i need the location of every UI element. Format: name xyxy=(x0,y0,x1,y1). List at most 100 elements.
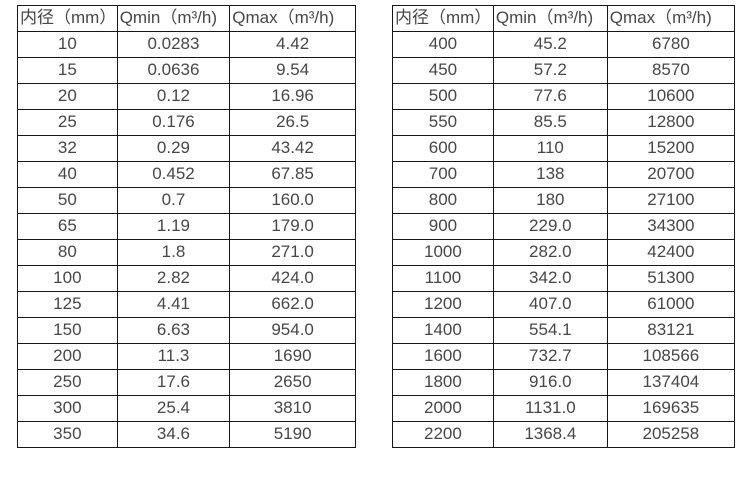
cell-qmax: 271.0 xyxy=(229,239,356,266)
cell-qmin: 138 xyxy=(492,161,608,188)
cell-diameter: 15 xyxy=(17,57,118,84)
column-header-qmax: Qmax（m³/h) xyxy=(229,5,356,32)
cell-qmin: 0.0283 xyxy=(116,31,231,58)
cell-diameter: 1200 xyxy=(392,291,494,318)
table-body: 400 45.2 6780 450 57.2 8570 500 77.6 10600 550 85.… xyxy=(392,31,736,448)
cell-qmin: 77.6 xyxy=(492,83,608,110)
cell-qmin: 554.1 xyxy=(492,317,608,344)
cell-qmin: 45.2 xyxy=(492,31,608,58)
table-row: 1000 282.0 42400 xyxy=(392,239,736,266)
table-row: 200 11.3 1690 xyxy=(17,343,356,370)
cell-qmin: 17.6 xyxy=(116,369,231,396)
cell-diameter: 1400 xyxy=(392,317,494,344)
cell-diameter: 200 xyxy=(17,343,118,370)
cell-qmax: 424.0 xyxy=(229,265,356,292)
cell-qmin: 180 xyxy=(492,187,608,214)
cell-qmax: 61000 xyxy=(606,291,736,318)
column-header-qmax: Qmax（m³/h) xyxy=(606,5,736,32)
cell-diameter: 1000 xyxy=(392,239,494,266)
table-row: 125 4.41 662.0 xyxy=(17,291,356,318)
cell-qmin: 916.0 xyxy=(492,369,608,396)
cell-qmax: 20700 xyxy=(606,161,736,188)
table-row: 550 85.5 12800 xyxy=(392,109,736,136)
cell-qmin: 85.5 xyxy=(492,109,608,136)
cell-qmax: 12800 xyxy=(606,109,736,136)
cell-qmax: 27100 xyxy=(606,187,736,214)
table-row: 65 1.19 179.0 xyxy=(17,213,356,240)
table-row: 80 1.8 271.0 xyxy=(17,239,356,266)
table-row: 150 6.63 954.0 xyxy=(17,317,356,344)
tables-wrap: 内径（mm） Qmin（m³/h) Qmax（m³/h) 10 0.0283 4.42 1… xyxy=(17,5,736,448)
cell-qmin: 0.7 xyxy=(116,187,231,214)
cell-diameter: 1800 xyxy=(392,369,494,396)
cell-qmax: 160.0 xyxy=(229,187,356,214)
cell-diameter: 100 xyxy=(17,265,118,292)
cell-qmin: 1368.4 xyxy=(492,421,608,448)
cell-qmax: 16.96 xyxy=(229,83,356,110)
cell-qmax: 108566 xyxy=(606,343,736,370)
table-row: 350 34.6 5190 xyxy=(17,421,356,448)
cell-qmin: 11.3 xyxy=(116,343,231,370)
cell-qmin: 732.7 xyxy=(492,343,608,370)
cell-qmax: 6780 xyxy=(606,31,736,58)
table-row: 50 0.7 160.0 xyxy=(17,187,356,214)
cell-qmin: 4.41 xyxy=(116,291,231,318)
cell-qmin: 2.82 xyxy=(116,265,231,292)
cell-qmax: 34300 xyxy=(606,213,736,240)
cell-diameter: 32 xyxy=(17,135,118,162)
cell-diameter: 250 xyxy=(17,369,118,396)
cell-qmax: 205258 xyxy=(606,421,736,448)
table-row: 450 57.2 8570 xyxy=(392,57,736,84)
table-row: 2200 1368.4 205258 xyxy=(392,421,736,448)
cell-qmin: 1.19 xyxy=(116,213,231,240)
cell-qmax: 15200 xyxy=(606,135,736,162)
table-row: 800 180 27100 xyxy=(392,187,736,214)
flow-range-table-small-diameters: 内径（mm） Qmin（m³/h) Qmax（m³/h) 10 0.0283 4.42 1… xyxy=(17,5,356,448)
cell-qmin: 1131.0 xyxy=(492,395,608,422)
table-row: 10 0.0283 4.42 xyxy=(17,31,356,58)
cell-qmin: 342.0 xyxy=(492,265,608,292)
cell-qmin: 1.8 xyxy=(116,239,231,266)
cell-qmin: 229.0 xyxy=(492,213,608,240)
cell-qmin: 34.6 xyxy=(116,421,231,448)
cell-qmax: 1690 xyxy=(229,343,356,370)
table-row: 600 110 15200 xyxy=(392,135,736,162)
cell-qmax: 10600 xyxy=(606,83,736,110)
table-row: 500 77.6 10600 xyxy=(392,83,736,110)
cell-qmax: 83121 xyxy=(606,317,736,344)
table-header: 内径（mm） Qmin（m³/h) Qmax（m³/h) xyxy=(17,5,356,32)
table-row: 400 45.2 6780 xyxy=(392,31,736,58)
cell-diameter: 25 xyxy=(17,109,118,136)
cell-diameter: 2000 xyxy=(392,395,494,422)
cell-diameter: 80 xyxy=(17,239,118,266)
cell-qmin: 0.0636 xyxy=(116,57,231,84)
table-body: 10 0.0283 4.42 15 0.0636 9.54 20 0.12 16.96 25 0.1… xyxy=(17,31,356,448)
cell-diameter: 400 xyxy=(392,31,494,58)
cell-diameter: 350 xyxy=(17,421,118,448)
cell-qmax: 5190 xyxy=(229,421,356,448)
column-header-qmin: Qmin（m³/h) xyxy=(116,5,231,32)
cell-diameter: 800 xyxy=(392,187,494,214)
cell-diameter: 20 xyxy=(17,83,118,110)
cell-qmin: 0.452 xyxy=(116,161,231,188)
table-row: 20 0.12 16.96 xyxy=(17,83,356,110)
cell-diameter: 600 xyxy=(392,135,494,162)
header-row: 内径（mm） Qmin（m³/h) Qmax（m³/h) xyxy=(392,5,736,32)
cell-qmin: 0.29 xyxy=(116,135,231,162)
table-row: 100 2.82 424.0 xyxy=(17,265,356,292)
table-header: 内径（mm） Qmin（m³/h) Qmax（m³/h) xyxy=(392,5,736,32)
cell-qmax: 954.0 xyxy=(229,317,356,344)
cell-qmax: 137404 xyxy=(606,369,736,396)
cell-diameter: 900 xyxy=(392,213,494,240)
cell-diameter: 50 xyxy=(17,187,118,214)
cell-qmin: 110 xyxy=(492,135,608,162)
table-row: 900 229.0 34300 xyxy=(392,213,736,240)
table-row: 1600 732.7 108566 xyxy=(392,343,736,370)
cell-diameter: 150 xyxy=(17,317,118,344)
table-row: 1800 916.0 137404 xyxy=(392,369,736,396)
column-header-diameter: 内径（mm） xyxy=(392,5,494,32)
table-row: 1100 342.0 51300 xyxy=(392,265,736,292)
table-row: 700 138 20700 xyxy=(392,161,736,188)
cell-qmin: 25.4 xyxy=(116,395,231,422)
